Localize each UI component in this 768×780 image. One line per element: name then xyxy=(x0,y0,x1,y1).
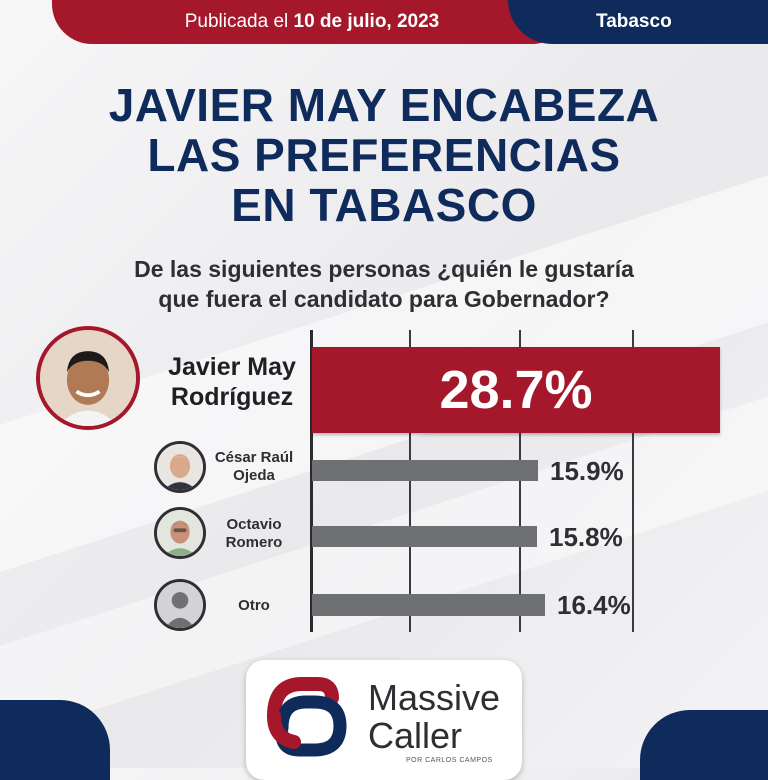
massive-caller-logo: Massive Caller POR CARLOS CAMPOS xyxy=(246,660,522,780)
logo-subtitle: POR CARLOS CAMPOS xyxy=(406,757,493,764)
decorative-corner xyxy=(0,700,110,780)
headline-line-1: JAVIER MAY ENCABEZA xyxy=(108,79,660,131)
survey-question: De las siguientes personas ¿quién le gus… xyxy=(0,254,768,314)
headline-line-2: LAS PREFERENCIAS xyxy=(147,129,621,181)
otro-placeholder-avatar xyxy=(154,579,206,631)
publication-date-tab: Publicada el 10 de julio, 2023 xyxy=(52,0,572,44)
candidate-label-line: Javier May xyxy=(168,353,296,381)
bar-1 xyxy=(312,347,720,433)
grid-line xyxy=(519,330,521,632)
candidate-label-line: Ojeda xyxy=(233,467,275,484)
logo-word-caller: Caller xyxy=(368,715,463,756)
candidate-label-line: Otro xyxy=(238,597,270,614)
bar-value-label: 16.4% xyxy=(557,590,631,620)
candidate-label-line: César Raúl xyxy=(214,449,294,466)
region-label: Tabasco xyxy=(596,11,672,32)
candidate-label-cesar-raul-ojeda: César Raúl Ojeda xyxy=(206,449,302,485)
question-line-2: que fuera el candidato para Gobernador? xyxy=(158,286,610,312)
grid-line xyxy=(632,330,634,632)
candidate-label-line: Romero xyxy=(225,534,283,551)
headline: JAVIER MAY ENCABEZA LAS PREFERENCIAS EN … xyxy=(0,80,768,230)
cesar-raul-ojeda-avatar xyxy=(154,441,206,493)
question-line-1: De las siguientes personas ¿quién le gus… xyxy=(134,256,634,282)
bar-4 xyxy=(312,594,545,616)
octavio-romero-avatar xyxy=(154,507,206,559)
chart-baseline xyxy=(310,330,313,632)
date-value: 10 de julio, 2023 xyxy=(293,11,440,32)
bar-3 xyxy=(312,526,537,547)
candidate-label-line: Octavio xyxy=(226,516,282,533)
decorative-corner xyxy=(640,710,768,780)
candidate-label-otro: Otro xyxy=(206,597,302,615)
logo-word-massive: Massive xyxy=(368,677,501,718)
bar-value-label: 15.9% xyxy=(550,455,624,486)
candidate-label-octavio-romero: Octavio Romero xyxy=(206,516,302,552)
bar-value-label: 28.7% xyxy=(439,360,593,420)
javier-may-avatar xyxy=(36,326,140,430)
candidate-label-line: Rodríguez xyxy=(170,383,294,411)
bar-2 xyxy=(312,460,538,481)
top-bar: Publicada el 10 de julio, 2023 Tabasco xyxy=(0,0,768,48)
grid-line xyxy=(409,330,411,632)
headline-line-3: EN TABASCO xyxy=(231,179,537,231)
region-tab: Tabasco xyxy=(508,0,768,44)
candidate-label-javier-may: Javier May Rodríguez xyxy=(148,352,316,412)
massive-caller-logo-mark-icon xyxy=(260,672,354,760)
bar-value-label: 15.8% xyxy=(549,521,623,552)
publication-date: Publicada el 10 de julio, 2023 xyxy=(185,11,440,33)
date-prefix: Publicada el xyxy=(184,11,294,32)
